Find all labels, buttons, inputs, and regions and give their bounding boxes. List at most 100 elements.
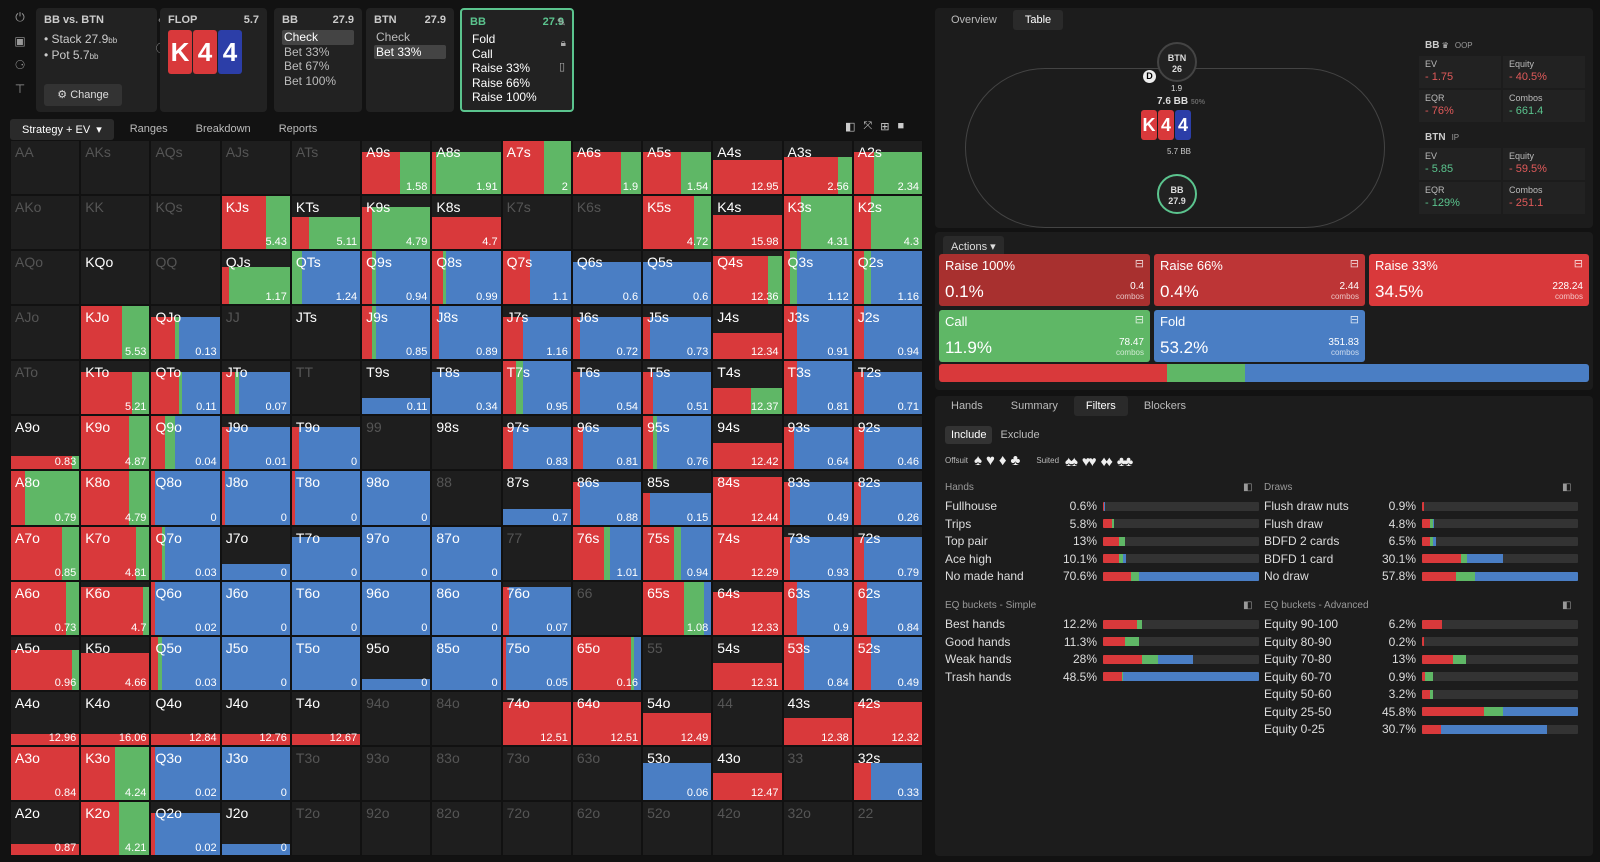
hand-cell[interactable]: A6s 1.9 [571,140,643,196]
hand-cell[interactable]: KK [80,195,151,251]
hand-cell[interactable]: T7o 0 [290,525,362,581]
hand-cell[interactable]: 75o 0.05 [501,635,572,691]
hand-cell[interactable]: 22 [852,800,923,856]
hand-cell[interactable]: J9s 0.85 [361,305,432,361]
section-toggle-icon[interactable]: ◧ [1562,482,1572,493]
hand-cell[interactable]: 72o [501,800,572,856]
hand-cell[interactable]: 62s 0.84 [852,580,923,636]
filter-row[interactable]: No draw 57.8% [1264,568,1578,584]
hand-cell[interactable]: 32o [782,800,853,856]
offsuit-2-icon[interactable]: ♦ [998,452,1007,469]
node-action[interactable]: Bet 33% [374,44,446,59]
hand-cell[interactable]: T9s 0.11 [361,360,432,416]
hand-cell[interactable]: T8s 0.34 [431,360,502,416]
filter-row[interactable]: Best hands 12.2% [945,616,1259,632]
hand-cell[interactable]: Q2o 0.02 [150,800,221,856]
filter-row[interactable]: Equity 90-100 6.2% [1264,616,1578,632]
tab-ranges[interactable]: Ranges [118,119,180,140]
action-raise-33-[interactable]: Raise 33% 34.5% 228.24 combos ⊟ [1369,254,1589,306]
hand-cell[interactable]: 83s 0.49 [782,470,853,526]
node-bb-0[interactable]: BB 27.9 Check Bet 33% Bet 67% Bet 100% [274,8,362,112]
tab-overview[interactable]: Overview [939,10,1009,30]
hand-cell[interactable]: A7s 2 [501,140,572,196]
hand-cell[interactable]: 52o [642,800,713,856]
hand-cell[interactable]: J5s 0.73 [642,305,713,361]
hand-cell[interactable]: 86s 0.88 [571,470,643,526]
node-action[interactable]: Bet 33% [284,44,330,59]
hand-cell[interactable]: K4o 16.06 [80,690,151,746]
hand-cell[interactable]: 96o 0 [361,580,432,636]
hand-cell[interactable]: K7s [501,195,572,251]
hand-cell[interactable]: K5o 4.66 [80,635,151,691]
hand-cell[interactable]: QJs 1.17 [220,250,291,306]
filter-row[interactable]: Top pair 13% [945,533,1259,549]
hand-cell[interactable]: 53o 0.06 [642,745,713,801]
hand-cell[interactable]: 74o 12.51 [501,690,572,746]
hand-cell[interactable]: A9s 1.58 [361,140,432,196]
filter-row[interactable]: Flush draw 4.8% [1264,516,1578,532]
hand-cell[interactable]: K8o 4.79 [80,470,151,526]
filter-row[interactable]: Equity 60-70 0.9% [1264,669,1578,685]
book-icon[interactable]: ▯ [558,61,565,73]
tab-table[interactable]: Table [1012,10,1064,30]
hand-cell[interactable]: K3o 4.24 [80,745,151,801]
hand-cell[interactable]: QJo 0.13 [150,305,221,361]
hand-cell[interactable]: K2o 4.21 [80,800,151,856]
hand-cell[interactable]: 76s 1.01 [571,525,643,581]
hand-cell[interactable]: 86o 0 [431,580,502,636]
hand-cell[interactable]: 87s 0.7 [501,470,572,526]
hand-cell[interactable]: 65o 0.16 [571,635,643,691]
hand-cell[interactable]: Q3s 1.12 [782,250,853,306]
offsuit-0-icon[interactable]: ♠ [973,452,982,469]
hand-cell[interactable]: T8o 0 [290,470,362,526]
hand-cell[interactable]: Q7s 1.1 [501,250,572,306]
hand-cell[interactable]: T3o [290,745,362,801]
filter-row[interactable]: Flush draw nuts 0.9% [1264,498,1578,514]
hand-cell[interactable]: A5s 1.54 [642,140,713,196]
include-button[interactable]: Include [945,426,993,444]
hand-cell[interactable]: KQo [80,250,151,306]
hand-cell[interactable]: 64s 12.33 [712,580,783,636]
hand-cell[interactable]: TT [290,360,362,416]
hand-cell[interactable]: K9o 4.87 [80,415,151,471]
hand-cell[interactable]: A2s 2.34 [852,140,923,196]
exclude-button[interactable]: Exclude [1000,429,1040,441]
hand-cell[interactable]: AJs [220,140,291,196]
hand-cell[interactable]: 77 [501,525,572,581]
hand-cell[interactable]: 98o 0 [361,470,432,526]
grid-icon[interactable]: ⊞ [880,121,890,133]
hand-cell[interactable]: KTs 5.11 [290,195,362,251]
tab-blockers[interactable]: Blockers [1132,396,1198,416]
note-icon[interactable]: ⊟ [1349,258,1359,270]
hand-cell[interactable]: A8s 1.91 [431,140,502,196]
offsuit-3-icon[interactable]: ♣ [1010,452,1021,469]
hand-cell[interactable]: 72s 0.79 [852,525,923,581]
note-icon[interactable]: ⊟ [1573,258,1583,270]
hand-cell[interactable]: 42s 12.32 [852,690,923,746]
hand-cell[interactable]: T9o 0 [290,415,362,471]
offsuit-1-icon[interactable]: ♥ [985,452,995,469]
hand-cell[interactable]: T2o [290,800,362,856]
filter-row[interactable]: Equity 0-25 30.7% [1264,721,1578,737]
hand-cell[interactable]: 84o [431,690,502,746]
hand-cell[interactable]: 73s 0.93 [782,525,853,581]
hand-cell[interactable]: A3s 2.56 [782,140,853,196]
hand-cell[interactable]: 73o [501,745,572,801]
hand-cell[interactable]: K3s 4.31 [782,195,853,251]
lock-icon[interactable]: 🔒︎ [560,38,566,49]
hand-cell[interactable]: 53s 0.84 [782,635,853,691]
hand-cell[interactable]: KJo 5.53 [80,305,151,361]
section-toggle-icon[interactable]: ◧ [1243,482,1253,493]
edit-icon[interactable]: ✎ [556,17,566,29]
hand-cell[interactable]: A2o 0.87 [10,800,81,856]
hand-cell[interactable]: 93o [361,745,432,801]
hand-cell[interactable]: 92o [361,800,432,856]
hand-cell[interactable]: K9s 4.79 [361,195,432,251]
node-action[interactable]: Raise 100% [472,90,537,104]
hand-cell[interactable]: ATs [290,140,362,196]
actions-menu[interactable]: Actions ▾ [943,236,1004,257]
hand-cell[interactable]: Q8s 0.99 [431,250,502,306]
hand-cell[interactable]: QQ [150,250,221,306]
hand-cell[interactable]: 83o [431,745,502,801]
hand-cell[interactable]: A7o 0.85 [10,525,81,581]
